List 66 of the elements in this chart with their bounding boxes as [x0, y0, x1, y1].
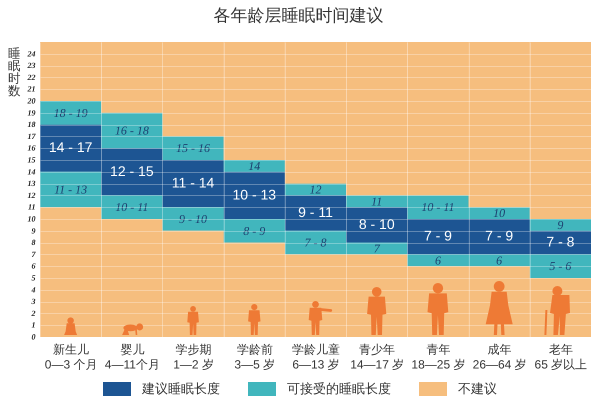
y-tick-label: 18 [28, 120, 36, 130]
annotation: 8 - 9 [243, 224, 266, 238]
annotation: 7 - 9 [424, 228, 452, 244]
annotation: 11 - 13 [54, 182, 88, 196]
y-tick-label: 6 [32, 262, 36, 271]
y-tick-label: 24 [26, 49, 36, 58]
x-tick-label: 成年 26—64 岁 [472, 342, 527, 372]
x-tick-label: 青少年 14—17 岁 [350, 342, 404, 372]
y-tick-label: 0 [32, 332, 36, 342]
annotation: 12 [310, 182, 322, 196]
x-tick-label: 学龄前 3—5 岁 [234, 342, 276, 372]
chart-title: 各年龄层睡眠时间建议 [214, 6, 384, 25]
annotation: 9 - 10 [179, 212, 208, 226]
annotation: 8 - 10 [358, 216, 395, 232]
y-tick-label: 13 [28, 179, 36, 188]
y-tick-label: 20 [26, 96, 36, 106]
annotation: 7 - 8 [304, 236, 326, 250]
y-tick-label: 10 [28, 214, 36, 224]
y-tick-label: 4 [30, 285, 36, 294]
x-tick-label: 学步期 1—2 岁 [173, 342, 214, 372]
annotation: 18 - 19 [54, 106, 88, 120]
annotation: 6 [434, 253, 441, 268]
annotation: 6 [496, 253, 502, 268]
y-tick-label: 2 [30, 308, 36, 318]
y-tick-label: 3 [30, 297, 36, 306]
annotation: 11 [371, 194, 382, 208]
annotation: 10 - 11 [421, 200, 454, 214]
annotation: 14 [248, 158, 260, 173]
y-tick-label: 15 [28, 156, 36, 164]
annotation: 7 [374, 242, 381, 256]
y-tick-label: 11 [28, 202, 36, 212]
y-tick-label: 1 [32, 320, 36, 330]
x-tick-label: 老年 65 岁以上 [534, 342, 588, 372]
y-tick-label: 9 [32, 226, 36, 236]
annotation: 7 - 9 [485, 228, 514, 244]
y-tick-label: 23 [26, 61, 36, 70]
y-tick-label: 19 [28, 108, 36, 118]
legend-label: 建议睡眠长度 [141, 381, 220, 396]
y-tick-label: 7 [32, 250, 36, 259]
legend-label: 不建议 [458, 381, 497, 396]
annotation: 9 - 11 [298, 204, 334, 220]
annotation: 14 - 17 [48, 139, 93, 156]
annotation: 15 - 16 [176, 141, 210, 156]
x-tick-label: 学龄儿童 6—13 岁 [292, 342, 340, 372]
annotation: 10 [493, 206, 506, 220]
annotation: 5 - 6 [549, 259, 572, 274]
y-tick-label: 5 [32, 274, 36, 282]
y-tick-label: 12 [28, 190, 36, 200]
annotation: 11 - 14 [172, 174, 215, 191]
y-tick-label: 17 [28, 132, 36, 141]
annotation: 10 - 11 [115, 200, 148, 214]
x-tick-label: 青年 18—25 岁 [411, 342, 466, 372]
y-tick-label: 16 [28, 144, 36, 153]
annotation: 10 - 13 [232, 186, 276, 202]
y-tick-label: 14 [28, 167, 36, 176]
y-tick-label: 22 [26, 72, 36, 82]
annotation: 12 - 15 [110, 162, 154, 179]
annotation: 16 - 18 [114, 124, 149, 138]
annotation: 9 [557, 218, 564, 232]
legend-label: 可接受的睡眠长度 [287, 381, 391, 396]
annotation: 7 - 8 [546, 234, 575, 250]
x-tick-label: 婴儿 4—11个月 [104, 342, 160, 372]
y-tick-label: 21 [26, 84, 36, 94]
y-axis-title: 睡眠时数 [8, 46, 21, 98]
x-tick-label: 新生儿 0—3 个月 [44, 342, 98, 372]
y-tick-label: 8 [32, 238, 36, 248]
